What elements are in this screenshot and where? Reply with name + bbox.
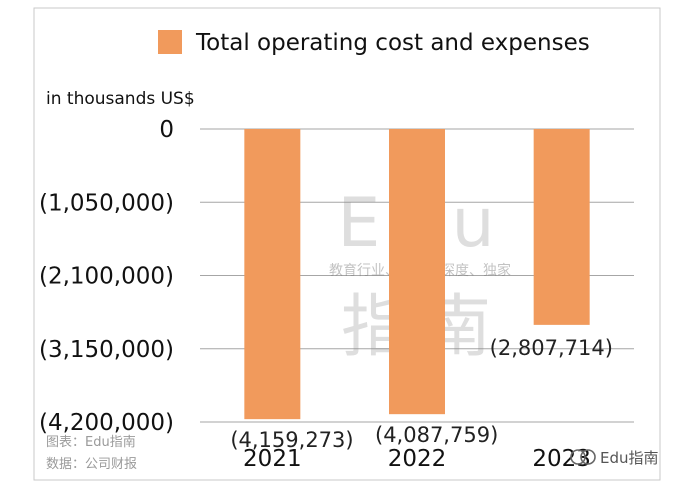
bars: [244, 129, 590, 420]
data-label: (4,087,759): [375, 423, 498, 447]
data-source: 数据：公司财报: [46, 457, 137, 472]
legend: Total operating cost and expenses: [158, 30, 590, 56]
bar-2022: [389, 129, 445, 415]
data-labels: (4,159,273) (4,087,759) (2,807,714): [230, 336, 613, 452]
y-tick-label: (2,100,000): [39, 264, 174, 290]
legend-swatch: [158, 30, 182, 54]
chart-credit: 图表：Edu指南: [46, 434, 136, 450]
data-label: (2,807,714): [490, 336, 613, 360]
unit-label: in thousands US$: [46, 89, 195, 109]
y-tick-label: (3,150,000): [39, 337, 174, 363]
brand-name: Edu指南: [600, 449, 659, 467]
y-axis-ticks: 0 (1,050,000) (2,100,000) (3,150,000) (4,200…: [39, 117, 174, 436]
x-tick-label: 2022: [388, 446, 447, 472]
bar-2023: [533, 129, 590, 325]
x-axis-ticks: 2021 2022 2023: [243, 446, 591, 472]
brand-logo: Edu指南: [570, 449, 659, 467]
y-tick-label: (4,200,000): [39, 410, 174, 436]
brand-icon-ring: [580, 449, 596, 465]
legend-label: Total operating cost and expenses: [195, 30, 590, 56]
x-tick-label: 2023: [532, 446, 591, 472]
bar-2021: [244, 129, 301, 420]
brand-icon: [570, 449, 586, 465]
y-tick-label: (1,050,000): [39, 190, 174, 216]
y-tick-label: 0: [159, 117, 174, 143]
x-tick-label: 2021: [243, 446, 302, 472]
data-label: (4,159,273): [230, 428, 353, 452]
